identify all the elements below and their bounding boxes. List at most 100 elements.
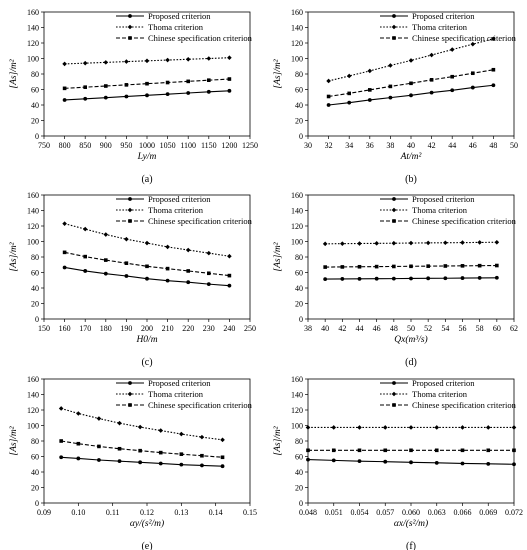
data-point [434, 460, 439, 465]
legend-label: Chinese specification criterion [148, 33, 253, 43]
data-point [392, 264, 396, 269]
data-point [434, 425, 440, 430]
x-tick-label: 190 [120, 324, 132, 333]
data-point [491, 36, 496, 42]
data-point [179, 431, 184, 437]
y-axis-label: [As]/m² [9, 59, 19, 88]
data-point [491, 67, 496, 72]
data-point [331, 458, 336, 463]
series-1 [59, 455, 225, 469]
y-tick-label: 0 [299, 499, 303, 508]
y-tick-label: 60 [31, 85, 39, 94]
legend-label: Thoma criterion [148, 389, 204, 399]
data-point [97, 444, 101, 449]
y-tick-label: 0 [299, 315, 303, 324]
plot-frame [307, 11, 515, 137]
data-point [495, 263, 499, 268]
legend-marker [128, 36, 132, 40]
x-tick-label: 800 [59, 141, 71, 150]
y-tick-label: 160 [291, 8, 303, 17]
series-3 [62, 77, 232, 91]
series-3 [323, 263, 499, 269]
legend-marker [128, 381, 132, 385]
legend-marker [128, 403, 132, 407]
y-tick-label: 40 [295, 468, 303, 477]
x-tick-label: 40 [321, 324, 329, 333]
data-point [485, 425, 491, 430]
x-tick-label: 38 [304, 324, 312, 333]
data-point [83, 85, 87, 89]
series-line [64, 266, 230, 287]
x-tick-label: 60 [493, 324, 501, 333]
data-point [460, 425, 465, 430]
y-tick-label: 60 [295, 85, 303, 94]
data-point [227, 55, 232, 61]
legend-marker [127, 24, 133, 30]
data-point [220, 464, 225, 469]
data-point [460, 448, 465, 453]
y-tick-label: 40 [31, 468, 39, 477]
chart-panel-c: 150 160 170 180 190 200 210 220 230 240 250 0 20 40 60… [9, 191, 256, 368]
data-point [124, 59, 129, 64]
x-axis-label: Qx(m³/s) [394, 334, 427, 345]
legend-label: Proposed criterion [412, 11, 475, 21]
data-point [426, 276, 431, 281]
data-point [357, 276, 362, 281]
series-line [64, 223, 230, 257]
data-point [138, 460, 143, 465]
chart-panel-e: 0.09 0.10 0.11 0.12 0.13 0.14 0.15 0 20 40 60 80 100… [9, 375, 257, 550]
series-line [64, 78, 230, 89]
legend-label: Proposed criterion [412, 194, 475, 204]
x-tick-label: 0.15 [243, 508, 257, 517]
legend-label: Chinese specification criterion [148, 400, 253, 410]
data-point [62, 98, 67, 102]
x-tick-label: 42 [338, 324, 346, 333]
y-tick-label: 80 [295, 253, 303, 262]
data-point [227, 77, 232, 81]
y-tick-label: 100 [27, 237, 39, 246]
data-point [491, 83, 496, 88]
data-point [165, 244, 170, 250]
data-point [103, 95, 108, 100]
x-tick-label: 36 [366, 141, 374, 150]
data-point [76, 441, 81, 446]
data-point [206, 282, 211, 287]
data-point [104, 84, 108, 88]
data-point [494, 239, 500, 245]
data-point [429, 52, 434, 58]
data-point [383, 459, 388, 464]
data-point [511, 425, 517, 430]
legend-marker [128, 219, 132, 223]
data-point [374, 276, 379, 281]
series-1 [326, 83, 496, 107]
data-point [323, 277, 328, 281]
plot-frame [43, 11, 251, 137]
legend-marker [392, 219, 396, 223]
x-tick-label: 50 [510, 141, 518, 150]
legend-marker [128, 14, 132, 18]
data-point [408, 425, 414, 430]
legend-marker [392, 403, 396, 407]
legend-label: Thoma criterion [412, 205, 468, 215]
data-point [227, 273, 232, 278]
x-tick-label: 210 [162, 324, 174, 333]
data-point [346, 73, 352, 79]
data-point [138, 448, 142, 453]
legend-marker [391, 24, 397, 30]
plot-frame [43, 378, 251, 504]
y-tick-label: 120 [27, 406, 39, 415]
data-point [103, 232, 109, 237]
x-tick-label: 46 [373, 324, 381, 333]
y-axis-label: [As]/m² [273, 242, 283, 271]
data-point [409, 81, 413, 86]
chart-panel-b: 30 32 34 36 38 40 42 44 46 48 50 0 20 40 60 80 100 120 140… [273, 8, 518, 185]
data-point [179, 452, 184, 456]
data-point [460, 276, 465, 280]
data-point [117, 446, 122, 451]
legend-marker [392, 197, 396, 201]
x-tick-label: 0.11 [106, 508, 120, 517]
y-tick-label: 60 [31, 268, 39, 277]
panel-label: (d) [405, 357, 417, 368]
